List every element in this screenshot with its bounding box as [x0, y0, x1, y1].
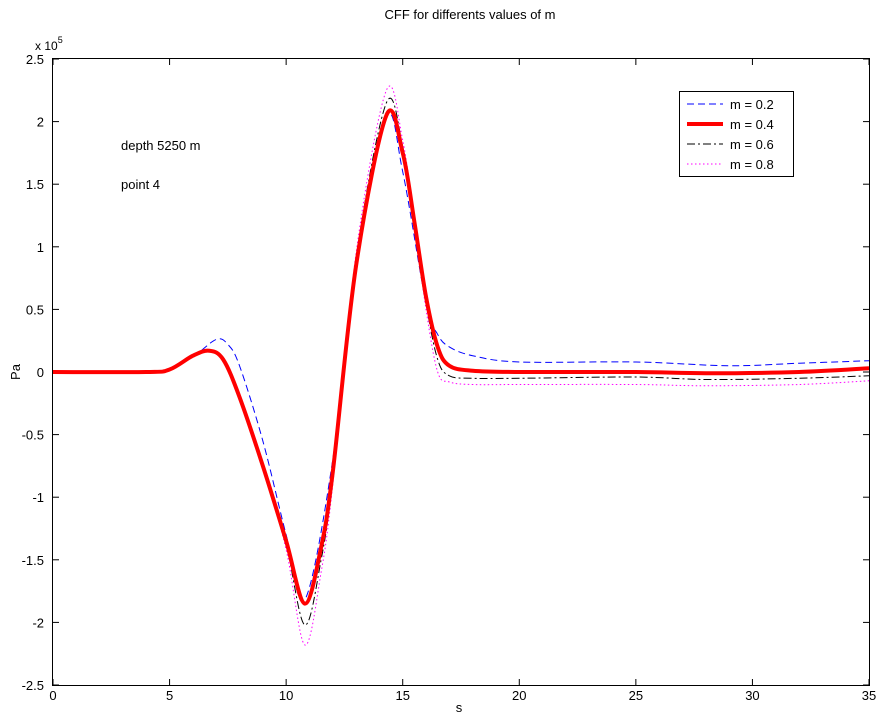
x-axis-label: s	[456, 700, 463, 715]
axis-ticks: 0 5 10 15 20 25 30 35 -2.5 -2 -1.5 -1 -0.5 0 0.5 1 1.5 2 2…	[22, 52, 877, 703]
y-tick-label: -1	[32, 490, 44, 505]
legend-label: m = 0.6	[730, 137, 774, 152]
legend-items: m = 0.2 m = 0.4 m = 0.6 m = 0.8	[687, 97, 774, 172]
series-line-m-04	[52, 108, 870, 606]
y-multiplier-exponent: 5	[58, 35, 63, 45]
y-multiplier-prefix: x 10	[35, 39, 58, 53]
y-tick-label: -1.5	[22, 553, 44, 568]
x-tick-label: 5	[166, 688, 173, 703]
series-line-m-02	[52, 113, 870, 603]
series-lines	[52, 85, 870, 646]
plot-frame	[52, 58, 870, 686]
annotation-depth: depth 5250 m	[121, 138, 201, 153]
x-tick-label: 20	[512, 688, 526, 703]
y-tick-label: 1.5	[26, 177, 44, 192]
x-tick-label: 15	[395, 688, 409, 703]
y-tick-label: -2.5	[22, 678, 44, 693]
y-tick-label: 2	[37, 115, 44, 130]
legend-label: m = 0.8	[730, 157, 774, 172]
y-tick-label: 0	[37, 365, 44, 380]
series-line-m-06	[52, 97, 870, 626]
legend-label: m = 0.2	[730, 97, 774, 112]
legend: m = 0.2 m = 0.4 m = 0.6 m = 0.8	[679, 91, 794, 177]
legend-box	[679, 91, 794, 177]
y-axis-label: Pa	[8, 363, 23, 380]
y-tick-label: -2	[32, 615, 44, 630]
chart-title: CFF for differents values of m	[385, 7, 556, 22]
x-tick-label: 0	[49, 688, 56, 703]
y-tick-label: -0.5	[22, 428, 44, 443]
legend-label: m = 0.4	[730, 117, 774, 132]
x-tick-label: 35	[862, 688, 876, 703]
x-tick-label: 30	[745, 688, 759, 703]
y-multiplier-label: x 105	[35, 35, 63, 53]
y-tick-label: 1	[37, 240, 44, 255]
y-tick-label: 2.5	[26, 52, 44, 67]
y-tick-label: 0.5	[26, 302, 44, 317]
x-tick-label: 25	[629, 688, 643, 703]
x-tick-label: 10	[279, 688, 293, 703]
annotation-point: point 4	[121, 177, 160, 192]
